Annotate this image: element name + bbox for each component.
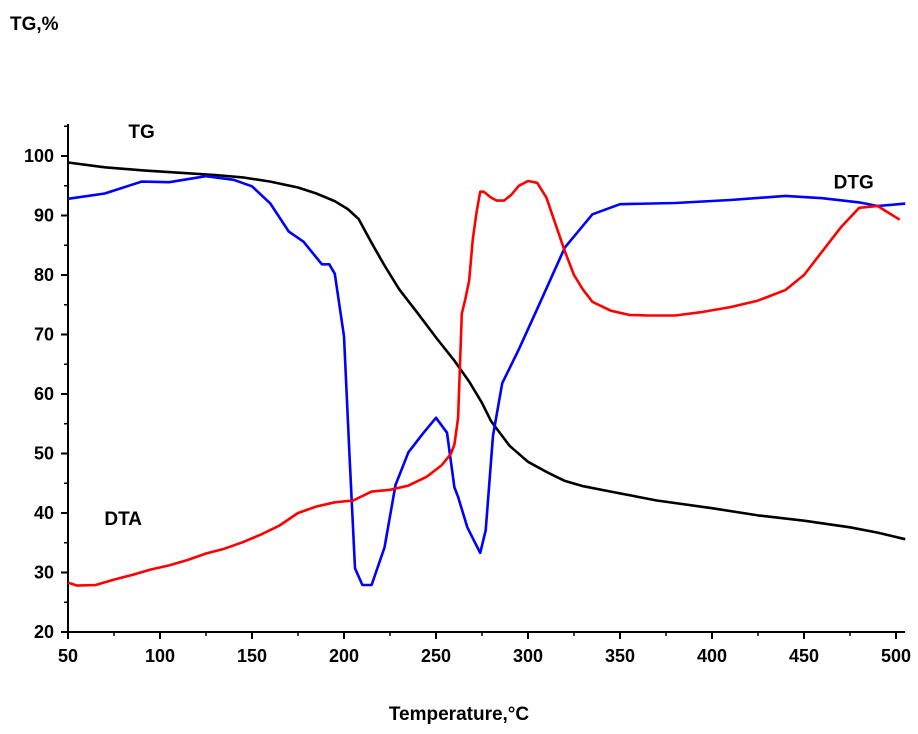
x-tick-label: 50 (58, 646, 78, 666)
series-label-tg: TG (128, 122, 154, 143)
x-tick-label: 100 (145, 646, 175, 666)
x-axis-title: Temperature,°C (388, 704, 530, 725)
series-line-dta (67, 179, 901, 587)
x-tick-label: 350 (605, 646, 635, 666)
y-tick-label: 70 (34, 325, 54, 345)
y-tick-label: 50 (34, 444, 54, 464)
x-tick-label: 500 (881, 646, 911, 666)
series-labels: TG DTG DTA (104, 122, 873, 530)
series-label-dta: DTA (104, 509, 142, 530)
y-axis-title: TG,% (10, 14, 59, 35)
y-tick-label: 80 (34, 265, 54, 285)
y-tick-label: 40 (34, 503, 54, 523)
x-tick-label: 300 (513, 646, 543, 666)
x-tick-label: 400 (697, 646, 727, 666)
y-tick-label: 30 (34, 563, 54, 583)
series-label-dtg: DTG (834, 173, 874, 194)
axes: 50 100 150 200 250 300 350 400 450 500 20 30 40 50 60 7… (24, 124, 911, 666)
y-tick-label: 20 (34, 622, 54, 642)
series-line-tg (67, 161, 906, 541)
x-tick-label: 200 (329, 646, 359, 666)
series-line-dtg (67, 174, 906, 587)
y-tick-label: 90 (34, 206, 54, 226)
series-layer (67, 161, 906, 587)
x-tick-label: 150 (237, 646, 267, 666)
y-tick-label: 60 (34, 384, 54, 404)
y-tick-label: 100 (24, 146, 54, 166)
x-tick-label: 450 (789, 646, 819, 666)
x-tick-label: 250 (421, 646, 451, 666)
